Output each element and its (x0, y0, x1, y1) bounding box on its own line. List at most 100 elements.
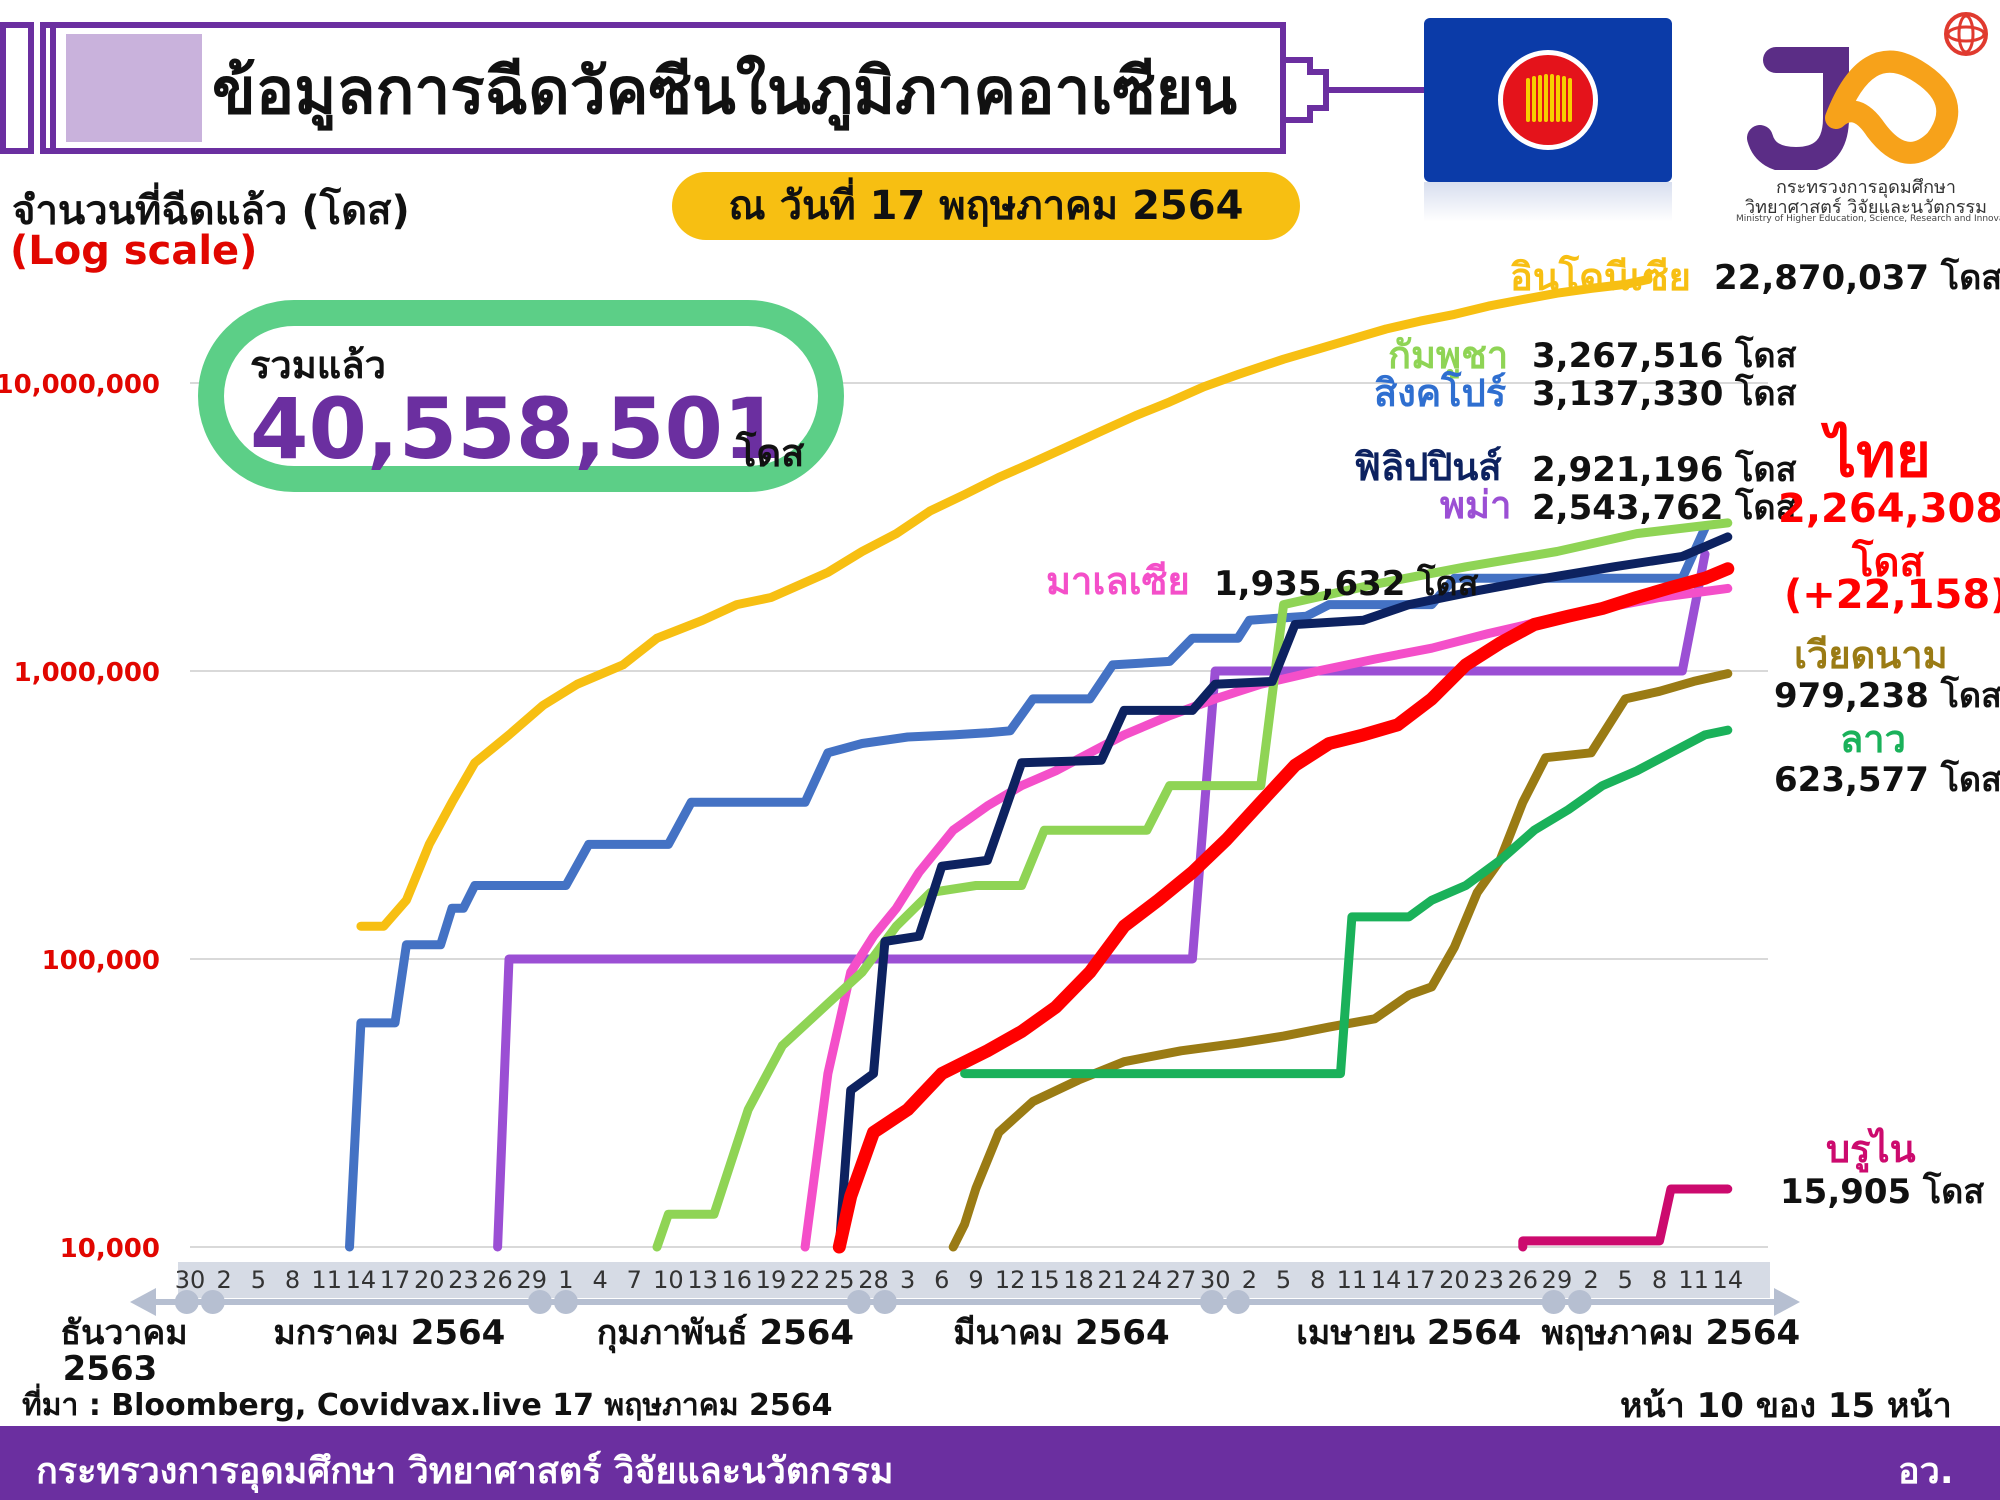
label-vietnam-value: 979,238 โดส (1774, 676, 2000, 716)
label-brunei-name: บรูไน (1826, 1127, 1916, 1171)
page-title: ข้อมูลการฉีดวัคซีนในภูมิภาคอาเซียน (212, 55, 1237, 129)
y-tick-label: 100,000 (42, 946, 160, 976)
x-tick-label: 11 (311, 1266, 342, 1294)
x-tick-label: 6 (934, 1266, 949, 1294)
date-badge: ณ วันที่ 17 พฤษภาคม 2564 (672, 172, 1300, 240)
x-tick-label: 8 (1310, 1266, 1325, 1294)
x-tick-label: 21 (1097, 1266, 1128, 1294)
series-line-malaysia (800, 583, 1733, 1252)
x-tick-label: 20 (414, 1266, 445, 1294)
x-tick-label: 30 (175, 1266, 206, 1294)
x-tick-label: 8 (1652, 1266, 1667, 1294)
month-boundary-dot (1567, 1290, 1592, 1314)
label-singapore-name: สิงคโปร์ (1374, 371, 1507, 415)
label-thailand-delta: (+22,158) (1784, 572, 2000, 618)
label-laos-value: 623,577 โดส (1774, 760, 2000, 800)
label-thailand-unit: โดส (1852, 540, 1924, 586)
month-boundary-dot (872, 1290, 897, 1314)
series-line-philippines (834, 532, 1733, 1252)
series-line-thailand (832, 562, 1735, 1254)
x-tick-label: 16 (722, 1266, 753, 1294)
series-line-indonesia (356, 275, 1653, 931)
series-line-myanmar (493, 549, 1710, 1252)
x-tick-label: 14 (1713, 1266, 1744, 1294)
label-thailand-name: ไทย (1826, 421, 1931, 491)
y-axis-scale-note: (Log scale) (10, 228, 258, 274)
x-tick-label: 13 (687, 1266, 718, 1294)
x-tick-label: 27 (1166, 1266, 1197, 1294)
ministry-name-line1: กระทรวงการอุดมศึกษา (1776, 177, 1956, 198)
x-tick-label: 23 (448, 1266, 479, 1294)
footer-abbreviation: อว. (1898, 1451, 1954, 1492)
month-boundary-dot (527, 1290, 552, 1314)
x-tick-label: 12 (995, 1266, 1026, 1294)
ministry-name-english: Ministry of Higher Education, Science, R… (1736, 214, 2000, 224)
month-label-year: 2563 (63, 1349, 158, 1380)
total-value: 40,558,501 (250, 380, 782, 478)
x-tick-label: 4 (592, 1266, 607, 1294)
syringe-barrel (50, 22, 1286, 154)
x-tick-label: 9 (968, 1266, 983, 1294)
month-boundary-dot (553, 1290, 578, 1314)
y-tick-label: 10,000,000 (0, 370, 160, 400)
syringe-needle (1286, 57, 1430, 123)
x-tick-label: 5 (1276, 1266, 1291, 1294)
x-tick-label: 26 (482, 1266, 513, 1294)
label-myanmar-value: 2,543,762 โดส (1532, 488, 1797, 528)
label-laos-name: ลาว (1840, 717, 1906, 761)
syringe-plunger (0, 22, 34, 154)
label-vietnam-name: เวียดนาม (1794, 633, 1948, 677)
x-tick-label: 14 (1371, 1266, 1402, 1294)
source-note: ที่มา : Bloomberg, Covidvax.live 17 พฤษภ… (22, 1388, 833, 1423)
x-tick-label: 18 (1063, 1266, 1094, 1294)
x-tick-label: 26 (1508, 1266, 1539, 1294)
ministry-logo (1747, 12, 1988, 170)
label-myanmar-name: พม่า (1440, 483, 1512, 527)
month-boundary-dot (200, 1290, 225, 1314)
month-label: ธันวาคม (60, 1313, 187, 1353)
x-tick-label: 5 (1618, 1266, 1633, 1294)
x-tick-label: 11 (1678, 1266, 1709, 1294)
rice-stalks-icon (1526, 74, 1572, 122)
total-label: รวมแล้ว (250, 343, 386, 387)
label-indonesia-value: 22,870,037 โดส (1714, 258, 2000, 298)
x-tick-label: 24 (1132, 1266, 1163, 1294)
label-cambodia-value: 3,267,516 โดส (1532, 336, 1797, 376)
x-tick-label: 25 (824, 1266, 855, 1294)
month-label: มีนาคม 2564 (953, 1313, 1169, 1353)
timeline-arrow-right (1774, 1288, 1800, 1316)
x-tick-label: 3 (900, 1266, 915, 1294)
label-philippines-value: 2,921,196 โดส (1532, 450, 1797, 490)
label-malaysia-value: 1,935,632 โดส (1214, 564, 1479, 604)
x-tick-label: 8 (285, 1266, 300, 1294)
series-line-laos (960, 725, 1733, 1079)
x-tick-label: 14 (346, 1266, 377, 1294)
month-label: มกราคม 2564 (273, 1313, 505, 1353)
footer-bar (0, 1426, 2000, 1500)
footer-ministry: กระทรวงการอุดมศึกษา วิทยาศาสตร์ วิจัยและ… (36, 1451, 894, 1492)
month-boundary-dot (1541, 1290, 1566, 1314)
month-boundary-dot (846, 1290, 871, 1314)
x-tick-label: 20 (1439, 1266, 1470, 1294)
page-number: หน้า 10 ของ 15 หน้า (1620, 1386, 1952, 1426)
ministry-name-line2: วิทยาศาสตร์ วิจัยและนวัตกรรม (1745, 197, 1987, 218)
x-tick-label: 7 (627, 1266, 642, 1294)
x-tick-label: 17 (1405, 1266, 1436, 1294)
label-singapore-value: 3,137,330 โดส (1532, 374, 1797, 414)
series-line-singapore (345, 523, 1710, 1252)
month-boundary-dot (174, 1290, 199, 1314)
month-label: พฤษภาคม 2564 (1542, 1313, 1801, 1353)
month-label: เมษายน 2564 (1296, 1313, 1521, 1353)
x-tick-label: 29 (1542, 1266, 1573, 1294)
x-tick-label: 5 (251, 1266, 266, 1294)
x-tick-label: 28 (858, 1266, 889, 1294)
flag-reflection (1424, 182, 1672, 222)
label-malaysia-name: มาเลเซีย (1046, 559, 1190, 603)
series-line-brunei (1518, 1184, 1733, 1252)
label-indonesia-name: อินโดนีเซีย (1510, 255, 1691, 299)
x-tick-label: 29 (516, 1266, 547, 1294)
series-line-vietnam (948, 669, 1733, 1252)
month-label: กุมภาพันธ์ 2564 (597, 1313, 854, 1354)
x-tick-label: 19 (756, 1266, 787, 1294)
